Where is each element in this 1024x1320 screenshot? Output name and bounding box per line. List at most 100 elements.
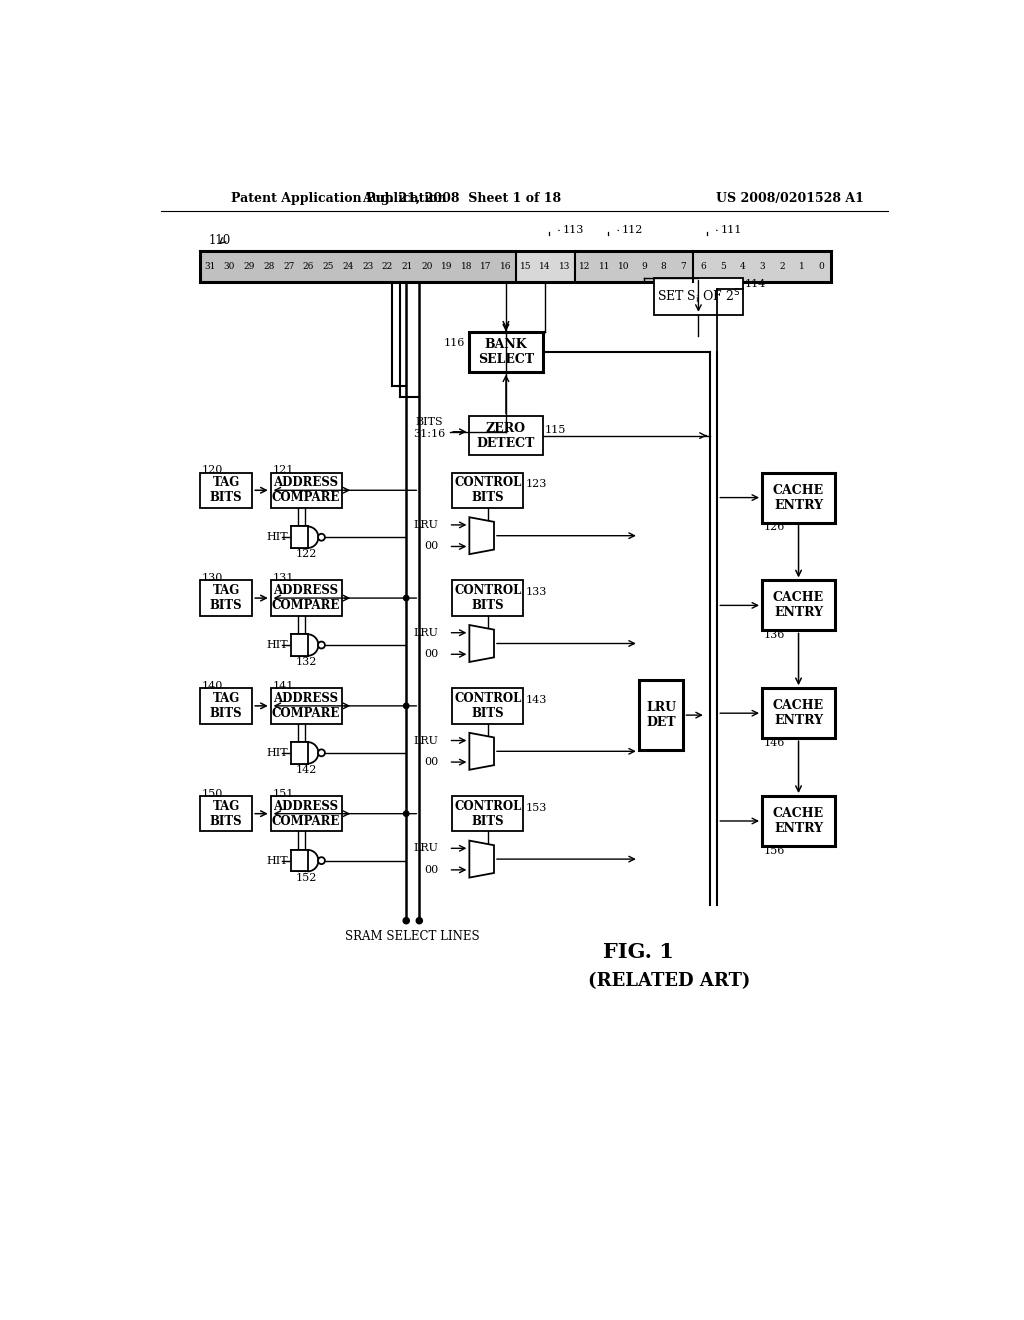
Text: 123: 123	[525, 479, 547, 490]
Text: CONTROL
BITS: CONTROL BITS	[455, 692, 521, 719]
Bar	[453, 473, 523, 508]
Text: LRU: LRU	[414, 735, 438, 746]
Text: 153: 153	[525, 803, 547, 813]
Text: 00: 00	[424, 865, 438, 875]
Text: 20: 20	[421, 261, 432, 271]
Text: ADDRESS
COMPARE: ADDRESS COMPARE	[272, 477, 340, 504]
Text: 19: 19	[440, 261, 453, 271]
Text: 152: 152	[295, 873, 316, 883]
Text: BITS
31:16: BITS 31:16	[414, 417, 445, 438]
Text: (RELATED ART): (RELATED ART)	[589, 972, 751, 990]
Text: 116: 116	[444, 338, 466, 348]
Text: TAG
BITS: TAG BITS	[210, 477, 243, 504]
Text: FIG. 1: FIG. 1	[603, 941, 674, 961]
Bar	[292, 850, 307, 871]
Text: SRAM SELECT LINES: SRAM SELECT LINES	[345, 929, 480, 942]
Text: CONTROL
BITS: CONTROL BITS	[455, 477, 521, 504]
Text: CACHE
ENTRY: CACHE ENTRY	[773, 807, 824, 836]
Text: 00: 00	[424, 649, 438, 659]
Text: 122: 122	[295, 549, 316, 560]
Text: 4: 4	[739, 261, 745, 271]
Text: 0: 0	[818, 261, 824, 271]
Text: 136: 136	[764, 630, 784, 640]
Text: 28: 28	[263, 261, 274, 271]
Bar	[453, 688, 523, 723]
Text: 150: 150	[202, 788, 223, 799]
Bar	[515, 251, 574, 281]
Bar	[200, 581, 252, 615]
Text: BANK
SELECT: BANK SELECT	[478, 338, 534, 366]
Text: 29: 29	[244, 261, 255, 271]
Bar	[200, 796, 252, 832]
Text: 111: 111	[721, 224, 742, 235]
Text: 156: 156	[764, 846, 784, 855]
Text: 6: 6	[700, 261, 706, 271]
Circle shape	[318, 857, 325, 865]
Circle shape	[403, 917, 410, 924]
Text: 131: 131	[272, 573, 294, 583]
Text: 141: 141	[272, 681, 294, 690]
Text: 151: 151	[272, 788, 294, 799]
Text: 14: 14	[540, 261, 551, 271]
Text: 146: 146	[764, 738, 784, 748]
Text: LRU: LRU	[414, 843, 438, 853]
Text: LRU
DET: LRU DET	[646, 701, 676, 729]
Text: ADDRESS
COMPARE: ADDRESS COMPARE	[272, 692, 340, 719]
Bar	[639, 681, 683, 750]
Bar	[574, 251, 693, 281]
Polygon shape	[469, 733, 494, 770]
Text: 140: 140	[202, 681, 223, 690]
Circle shape	[403, 704, 409, 709]
Text: 9: 9	[641, 261, 647, 271]
Text: 22: 22	[382, 261, 393, 271]
Bar	[693, 251, 831, 281]
Bar	[292, 635, 307, 656]
Circle shape	[403, 810, 409, 816]
Bar	[469, 416, 543, 455]
Text: 18: 18	[461, 261, 472, 271]
Bar	[469, 331, 543, 372]
Text: Patent Application Publication: Patent Application Publication	[230, 191, 446, 205]
Polygon shape	[469, 841, 494, 878]
Bar	[200, 688, 252, 723]
Text: SET S$_{\rm i}$ OF 2$^{\rm S}$: SET S$_{\rm i}$ OF 2$^{\rm S}$	[656, 286, 740, 306]
Text: 114: 114	[745, 279, 766, 289]
Text: LRU: LRU	[414, 628, 438, 638]
Text: CONTROL
BITS: CONTROL BITS	[455, 800, 521, 828]
Text: 7: 7	[680, 261, 686, 271]
Text: 21: 21	[401, 261, 413, 271]
Text: 1: 1	[799, 261, 805, 271]
Bar	[762, 688, 836, 738]
Bar	[762, 796, 836, 846]
Polygon shape	[469, 517, 494, 554]
Text: 126: 126	[764, 523, 784, 532]
Text: HIT: HIT	[267, 640, 289, 649]
Bar	[270, 473, 342, 508]
Text: 132: 132	[295, 657, 316, 667]
Bar	[654, 277, 742, 314]
Text: 31: 31	[204, 261, 215, 271]
Text: Aug. 21, 2008  Sheet 1 of 18: Aug. 21, 2008 Sheet 1 of 18	[362, 191, 561, 205]
Text: 8: 8	[660, 261, 667, 271]
Text: CACHE
ENTRY: CACHE ENTRY	[773, 700, 824, 727]
Text: 110: 110	[209, 234, 231, 247]
Text: 16: 16	[500, 261, 511, 271]
Text: 121: 121	[272, 465, 294, 475]
Text: 113: 113	[563, 224, 585, 235]
Text: TAG
BITS: TAG BITS	[210, 583, 243, 612]
Text: 30: 30	[224, 261, 236, 271]
Text: HIT: HIT	[267, 532, 289, 543]
Bar	[762, 473, 836, 523]
Text: 10: 10	[618, 261, 630, 271]
Text: 23: 23	[361, 261, 373, 271]
Text: 11: 11	[599, 261, 610, 271]
Circle shape	[318, 750, 325, 756]
Text: HIT: HIT	[267, 748, 289, 758]
Text: CACHE
ENTRY: CACHE ENTRY	[773, 591, 824, 619]
Bar	[292, 527, 307, 548]
Text: US 2008/0201528 A1: US 2008/0201528 A1	[716, 191, 863, 205]
Bar	[200, 251, 831, 281]
Text: 120: 120	[202, 465, 223, 475]
Text: ZERO
DETECT: ZERO DETECT	[477, 421, 536, 450]
Text: CONTROL
BITS: CONTROL BITS	[455, 583, 521, 612]
